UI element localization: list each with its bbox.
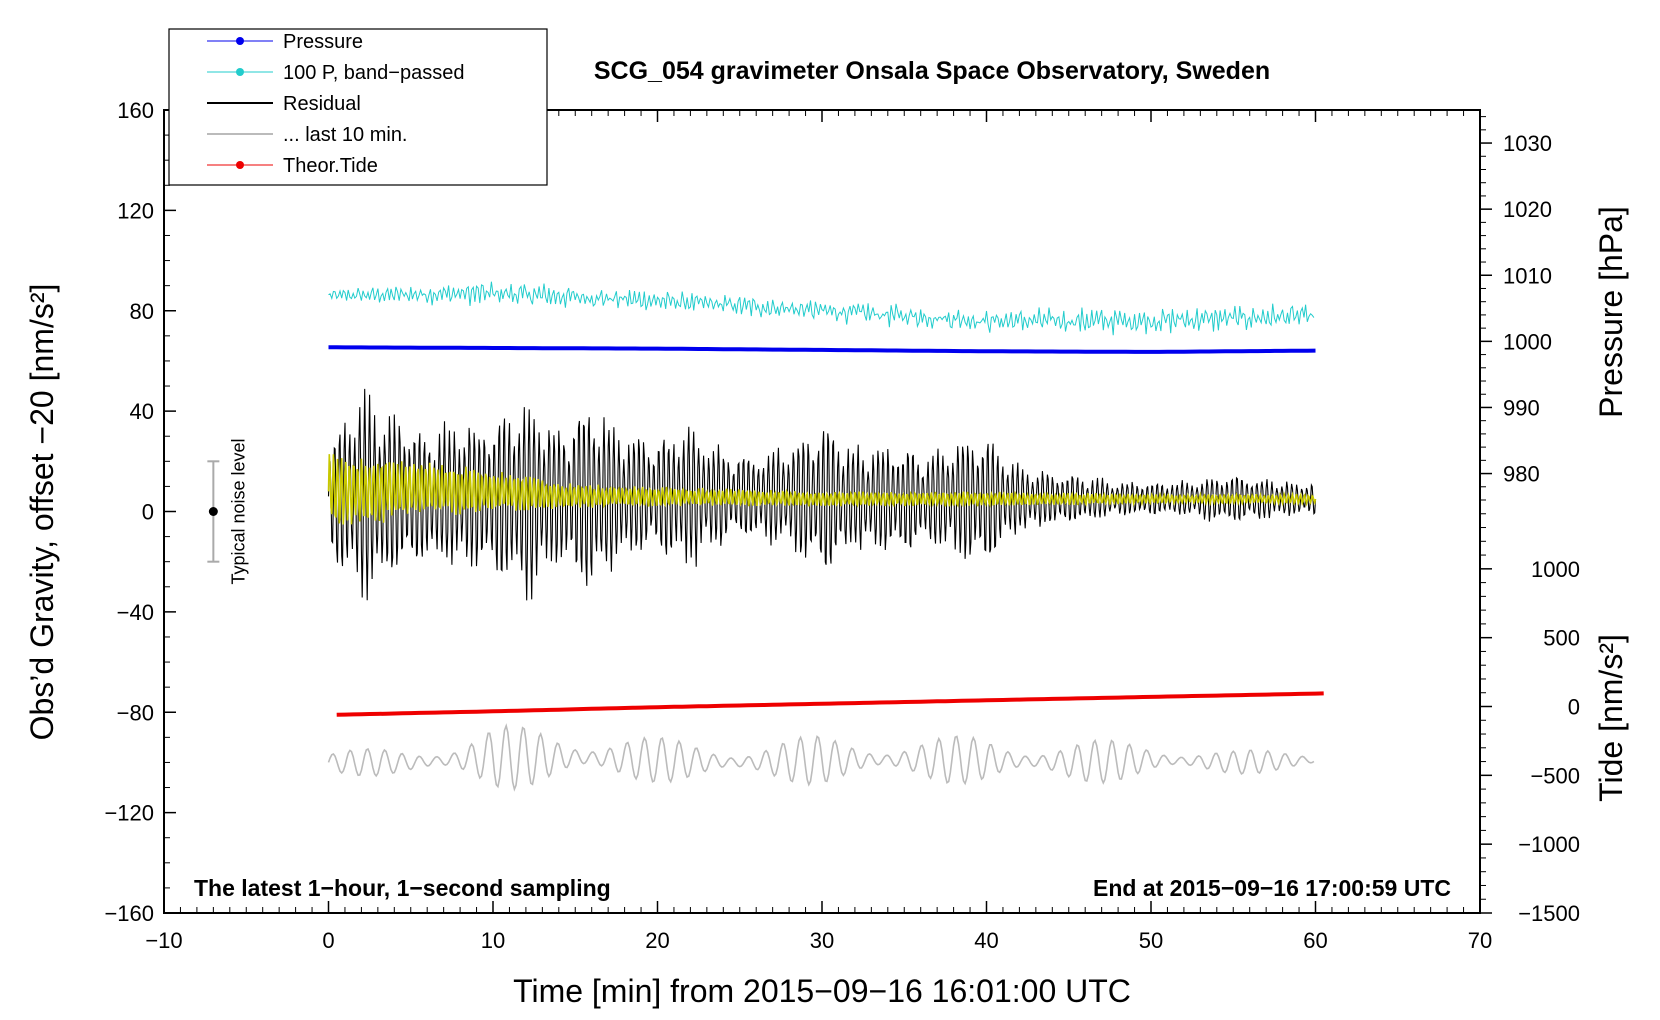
y-left-tick-label: 120 xyxy=(117,198,154,223)
series-residual-smoothed xyxy=(327,454,1317,525)
x-tick-label: −10 xyxy=(145,928,182,953)
series-last-10-min xyxy=(327,723,1315,792)
y-left-tick-label: −40 xyxy=(117,600,154,625)
legend-label: Theor.Tide xyxy=(283,155,378,177)
tide-tick-label: −500 xyxy=(1530,763,1580,788)
tide-tick-label: −1000 xyxy=(1518,832,1580,857)
y-left-tick-label: −80 xyxy=(117,700,154,725)
legend: Pressure 100 P, band−passed Residual ... la… xyxy=(168,28,548,186)
noise-label: Typical noise level xyxy=(228,438,248,584)
legend-swatch-marker xyxy=(236,68,244,76)
x-tick-label: 20 xyxy=(645,928,669,953)
y-left-tick-label: 160 xyxy=(117,98,154,123)
x-tick-label: 40 xyxy=(974,928,998,953)
pressure-tick-label: 980 xyxy=(1503,462,1540,487)
y-left-tick-label: 0 xyxy=(142,500,154,525)
x-tick-label: 30 xyxy=(810,928,834,953)
left-y-axis: 160 120 80 40 0 −40 −80 −120 −160 xyxy=(104,98,176,926)
plot-marks xyxy=(327,281,1324,792)
legend-box xyxy=(168,28,548,186)
x-tick-label: 60 xyxy=(1303,928,1327,953)
legend-label: 100 P, band−passed xyxy=(283,62,464,84)
x-tick-label: 0 xyxy=(322,928,334,953)
series-pressure xyxy=(328,345,1316,354)
x-tick-label: 10 xyxy=(481,928,505,953)
legend-label: Residual xyxy=(283,93,361,115)
x-tick-label: 70 xyxy=(1468,928,1492,953)
series-bandpassed-pressure xyxy=(328,281,1315,336)
noise-level-indicator: Typical noise level xyxy=(207,438,248,585)
pressure-tick-label: 1030 xyxy=(1503,131,1552,156)
pressure-axis-title: Pressure [hPa] xyxy=(1593,206,1629,418)
legend-swatch-marker xyxy=(236,37,244,45)
y-left-tick-label: 40 xyxy=(130,399,154,424)
chart-title: SCG_054 gravimeter Onsala Space Observat… xyxy=(594,57,1270,85)
tide-tick-label: 500 xyxy=(1543,626,1580,651)
legend-label: Pressure xyxy=(283,31,363,53)
tide-tick-label: −1500 xyxy=(1518,901,1580,926)
pressure-tick-label: 990 xyxy=(1503,395,1540,420)
left-y-axis-title: Obs’d Gravity, offset −20 [nm/s²] xyxy=(24,284,60,741)
y-left-tick-label: −120 xyxy=(104,801,154,826)
x-tick-label: 50 xyxy=(1139,928,1163,953)
noise-center-dot xyxy=(208,507,218,516)
end-time-note: End at 2015−09−16 17:00:59 UTC xyxy=(1093,875,1451,901)
pressure-tick-label: 1020 xyxy=(1503,197,1552,222)
tide-axis-title: Tide [nm/s²] xyxy=(1593,634,1629,802)
legend-label: ... last 10 min. xyxy=(283,124,408,146)
legend-swatch-marker xyxy=(236,161,244,169)
pressure-tick-label: 1000 xyxy=(1503,329,1552,354)
tide-axis: 1000 500 0 −500 −1000 −1500 xyxy=(1480,513,1580,926)
y-left-tick-label: −160 xyxy=(104,901,154,926)
pressure-tick-label: 1010 xyxy=(1503,263,1552,288)
tide-tick-label: 1000 xyxy=(1531,557,1580,582)
x-axis-title: Time [min] from 2015−09−16 16:01:00 UTC xyxy=(513,973,1131,1009)
sampling-note: The latest 1−hour, 1−second sampling xyxy=(194,875,611,901)
pressure-axis: 1030 1020 1010 1000 990 980 xyxy=(1479,110,1552,501)
x-axis: −10 0 10 20 30 40 50 60 70 xyxy=(145,110,1492,953)
tide-tick-label: 0 xyxy=(1568,695,1580,720)
y-left-tick-label: 80 xyxy=(130,299,154,324)
series-theoretical-tide xyxy=(336,691,1324,717)
